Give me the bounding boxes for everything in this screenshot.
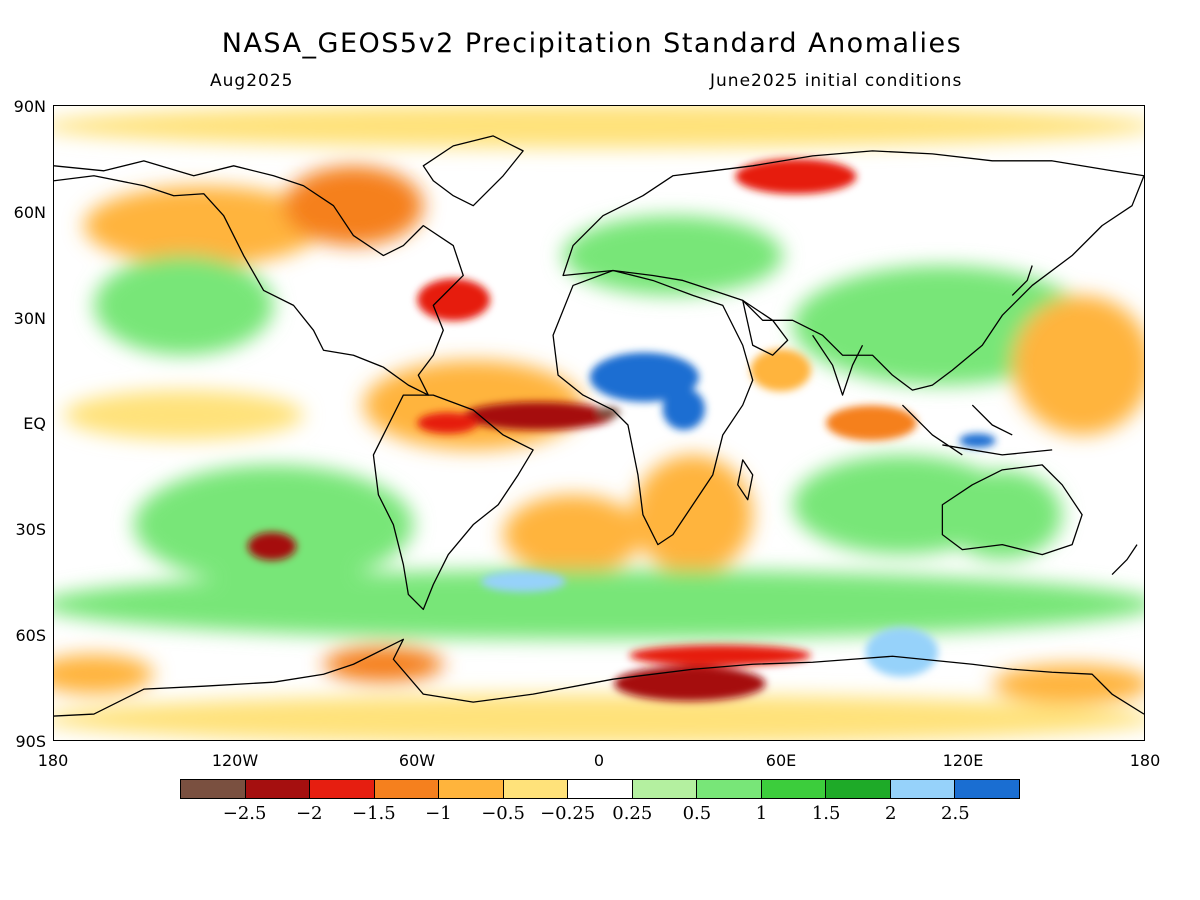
lon-tick-0: 0 [593, 751, 605, 770]
lat-tick-30n: 30N [13, 309, 46, 328]
ross-sea-shade [54, 654, 154, 695]
anomaly-sahel-wet [589, 352, 699, 402]
south-pacific-wet-shade [133, 464, 414, 585]
lat-tick-90n: 90N [13, 97, 46, 116]
canada-shade [283, 165, 424, 246]
colorbar-label: −2 [295, 803, 323, 824]
lat-tick-90s: 90S [15, 732, 46, 751]
forecast-month: Aug2025 [210, 71, 294, 91]
colorbar-box-0 [181, 780, 246, 798]
colorbar-box-11 [890, 780, 956, 798]
colorbar-box-4 [439, 780, 504, 798]
coast-maritime-continent [901, 404, 1053, 456]
coast-antarctica [54, 638, 1144, 717]
colorbar-box-2 [310, 780, 375, 798]
coast-south-america [372, 394, 534, 611]
anomaly-gulf-of-guinea-extreme-dry [595, 407, 621, 418]
tropical-pacific-shade [63, 390, 304, 440]
coast-new-zealand [1111, 544, 1138, 575]
anomaly-eastern-pacific-dry [417, 412, 478, 434]
colorbar-box-12 [955, 780, 1019, 798]
colorbar-box-6 [568, 780, 633, 798]
anomaly-indian-ocean-south-wet [865, 627, 939, 677]
coast-india [812, 334, 864, 396]
colorbar-label: 1 [755, 803, 768, 824]
anomaly-southern-ocean-dry [614, 666, 766, 702]
anomaly-arabian-sea-dry [750, 349, 811, 392]
arctic-band [54, 106, 1144, 148]
coastlines [54, 135, 1144, 717]
colorbar-box-10 [826, 780, 891, 798]
colorbar-label: −1 [425, 803, 452, 824]
initial-conditions-label: June2025 initial conditions [710, 71, 963, 91]
colorbar-box-7 [632, 780, 698, 798]
colorbar-label: 2.5 [941, 803, 970, 824]
north-pacific-wet-shade [93, 255, 274, 356]
anomaly-south-pacific-dry [247, 532, 297, 561]
antarctic-band [54, 694, 1144, 740]
colorbar-box-1 [245, 780, 311, 798]
lat-tick-30s: 30S [15, 520, 46, 539]
anomaly-field [54, 106, 1144, 740]
anomaly-tropical-atlantic-dry [462, 401, 615, 431]
lon-tick-120e: 120E [942, 751, 984, 770]
colorbar-label: 0.5 [682, 803, 712, 824]
lat-tick-60n: 60N [13, 203, 46, 222]
coast-europe-asia [562, 150, 1144, 391]
weddell-sea-shade [323, 646, 444, 683]
coast-australia [941, 464, 1083, 556]
lon-tick-180e: 180 [1129, 751, 1161, 770]
lon-tick-180w: 180 [37, 751, 69, 770]
coast-north-america [54, 160, 464, 396]
coast-arabia [742, 299, 789, 356]
anomaly-maritime-continent-wet [959, 433, 996, 448]
colorbar-label: −0.5 [481, 803, 525, 824]
lat-tick-60s: 60S [15, 626, 46, 645]
colorbar-label: −1.5 [351, 803, 396, 824]
coast-madagascar [737, 459, 754, 501]
colorbar [180, 779, 1020, 799]
colorbar-label: −0.25 [540, 803, 596, 824]
coast-greenland [422, 135, 524, 207]
lat-tick-eq: EQ [23, 414, 46, 433]
coast-japan [1011, 265, 1033, 296]
colorbar-label: −2.5 [222, 803, 267, 824]
map-title: NASA_GEOS5v2 Precipitation Standard Anom… [221, 28, 963, 59]
anomaly-antarctic-coast-dry [629, 644, 811, 667]
west-pacific-shade [1012, 295, 1144, 435]
australia-wet-shade [942, 469, 1063, 560]
colorbar-box-9 [761, 780, 827, 798]
anomaly-map-svg [54, 106, 1144, 740]
colorbar-label: 1.5 [811, 803, 841, 824]
south-atlantic-shade [503, 494, 643, 575]
colorbar-box-8 [697, 780, 762, 798]
lon-tick-60w: 60W [398, 751, 436, 770]
lon-tick-120w: 120W [211, 751, 259, 770]
east-antarctica-shade [992, 664, 1144, 705]
anomaly-east-africa-wet [662, 387, 705, 431]
anomaly-blobs [247, 158, 996, 702]
southern-africa-shade [632, 454, 753, 575]
anomaly-siberia-dry [735, 158, 857, 195]
southern-ocean-wet-band [54, 569, 1144, 640]
europe-wet-shade [563, 215, 783, 296]
colorbar-box-5 [503, 780, 569, 798]
colorbar-box-3 [374, 780, 440, 798]
lon-tick-60e: 60E [765, 751, 797, 770]
anomaly-map [53, 105, 1145, 741]
anomaly-south-atlantic-wet [480, 570, 566, 593]
coast-africa [552, 269, 754, 546]
pacific-north-shade [83, 185, 324, 266]
anomaly-indian-ocean-equator-dry [826, 405, 917, 441]
colorbar-label: 0.25 [612, 803, 653, 824]
colorbar-label: 2 [885, 803, 897, 824]
